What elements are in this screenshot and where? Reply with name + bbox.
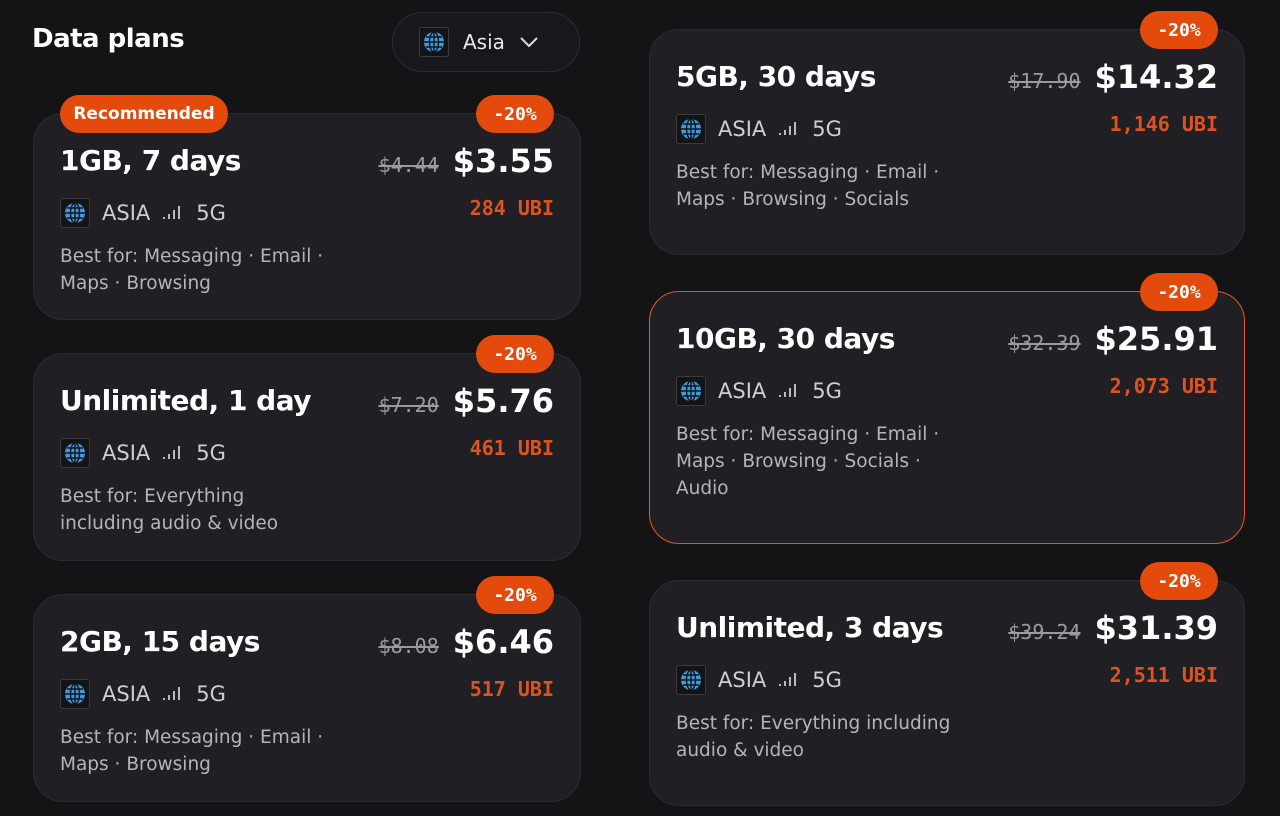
network-label: 5G (812, 117, 842, 141)
signal-icon (162, 441, 184, 465)
best-for-text: Best for: Messaging · Email · Maps · Bro… (676, 424, 940, 499)
region-label: ASIA (102, 441, 151, 465)
discount-badge: -20% (1140, 273, 1218, 311)
discount-badge: -20% (476, 95, 554, 133)
plan-name: Unlimited, 3 days (676, 611, 944, 644)
region-label: ASIA (718, 668, 767, 692)
network-label: 5G (812, 668, 842, 692)
recommended-badge: Recommended (60, 95, 228, 133)
globe-icon (60, 679, 90, 709)
plan-name: Unlimited, 1 day (60, 384, 312, 417)
best-for-text: Best for: Messaging · Email · Maps · Bro… (60, 246, 324, 294)
signal-icon (778, 379, 800, 403)
globe-icon (676, 376, 706, 406)
ubi-price: 2,511 UBI (1109, 663, 1218, 687)
network-label: 5G (812, 379, 842, 403)
region-label: ASIA (718, 117, 767, 141)
globe-icon (419, 27, 449, 57)
page-title: Data plans (32, 24, 185, 54)
best-for-text: Best for: Messaging · Email · Maps · Bro… (676, 162, 940, 210)
globe-icon (676, 665, 706, 695)
ubi-price: 284 UBI (469, 196, 554, 220)
ubi-price: 2,073 UBI (1109, 374, 1218, 398)
discount-badge: -20% (476, 576, 554, 614)
plan-card[interactable]: -20% 10GB, 30 days $32.39 $25.91 2,073 UB… (649, 273, 1245, 544)
plan-name: 5GB, 30 days (676, 60, 876, 93)
region-label: ASIA (718, 379, 767, 403)
price: $5.76 (452, 382, 554, 420)
price: $31.39 (1094, 609, 1218, 647)
price: $3.55 (452, 142, 554, 180)
discount-badge: -20% (476, 335, 554, 373)
signal-icon (778, 668, 800, 692)
discount-badge: -20% (1140, 562, 1218, 600)
price: $6.46 (452, 623, 554, 661)
region-label: ASIA (102, 201, 151, 225)
plan-card[interactable]: -20% 2GB, 15 days $8.08 $6.46 517 UBI ASI… (33, 576, 581, 802)
plan-name: 1GB, 7 days (60, 144, 241, 177)
region-select-value: Asia (463, 30, 505, 54)
price: $14.32 (1094, 58, 1218, 96)
discount-badge: -20% (1140, 11, 1218, 49)
network-label: 5G (196, 682, 226, 706)
signal-icon (162, 201, 184, 225)
plan-card[interactable]: -20% Unlimited, 3 days $39.24 $31.39 2,51… (649, 562, 1245, 806)
original-price: $8.08 (378, 634, 439, 658)
signal-icon (162, 682, 184, 706)
signal-icon (778, 117, 800, 141)
chevron-down-icon (519, 33, 539, 52)
original-price: $39.24 (1008, 620, 1081, 644)
globe-icon (676, 114, 706, 144)
plan-card[interactable]: -20% Unlimited, 1 day $7.20 $5.76 461 UBI… (33, 335, 581, 561)
original-price: $17.90 (1008, 69, 1081, 93)
original-price: $32.39 (1008, 331, 1081, 355)
ubi-price: 1,146 UBI (1109, 112, 1218, 136)
globe-icon (60, 198, 90, 228)
region-select[interactable]: Asia (392, 12, 580, 72)
plan-name: 10GB, 30 days (676, 322, 895, 355)
plan-card[interactable]: -20% 5GB, 30 days $17.90 $14.32 1,146 UBI… (649, 11, 1245, 255)
price: $25.91 (1094, 320, 1218, 358)
best-for-text: Best for: Everything including audio & v… (676, 713, 951, 761)
network-label: 5G (196, 201, 226, 225)
globe-icon (60, 438, 90, 468)
best-for-text: Best for: Everything including audio & v… (60, 486, 279, 534)
ubi-price: 517 UBI (469, 677, 554, 701)
network-label: 5G (196, 441, 226, 465)
original-price: $4.44 (378, 153, 439, 177)
original-price: $7.20 (378, 393, 439, 417)
region-label: ASIA (102, 682, 151, 706)
best-for-text: Best for: Messaging · Email · Maps · Bro… (60, 727, 324, 775)
plan-name: 2GB, 15 days (60, 625, 260, 658)
ubi-price: 461 UBI (469, 436, 554, 460)
plan-card[interactable]: Recommended -20% 1GB, 7 days $4.44 $3.55 … (33, 95, 581, 320)
